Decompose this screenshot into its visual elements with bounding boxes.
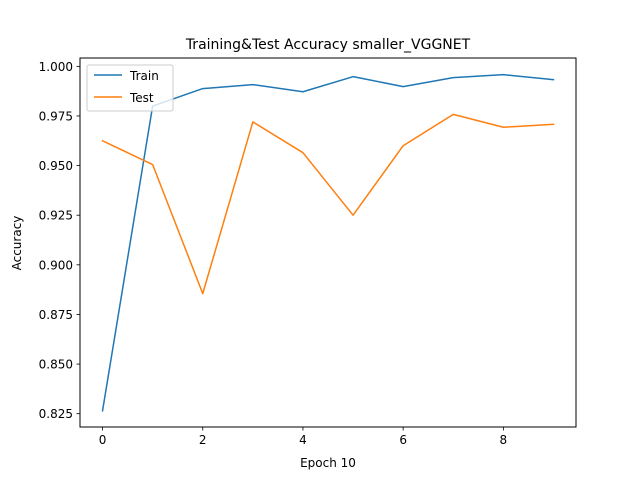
y-tick-label: 1.000 [39, 60, 73, 74]
y-axis-label: Accuracy [10, 216, 24, 271]
x-tick-label: 8 [500, 433, 508, 447]
x-tick-label: 6 [399, 433, 407, 447]
legend: Train Test [86, 64, 174, 112]
x-tick-label: 4 [299, 433, 307, 447]
x-axis-ticks: 0 2 4 6 8 [99, 427, 507, 447]
y-tick-label: 0.900 [39, 258, 73, 272]
y-axis-ticks: 0.825 0.850 0.875 0.900 0.925 0.950 0.975 1.000 [39, 60, 80, 421]
y-tick-label: 0.925 [39, 209, 73, 223]
y-tick-label: 0.950 [39, 159, 73, 173]
x-tick-label: 2 [199, 433, 207, 447]
y-tick-label: 0.850 [39, 358, 73, 372]
y-tick-label: 0.825 [39, 407, 73, 421]
series-line-test [101, 113, 555, 295]
chart-title: Training&Test Accuracy smaller_VGGNET [185, 37, 471, 53]
series-line-train [101, 73, 555, 412]
plot-lines [101, 73, 555, 412]
legend-box [86, 64, 174, 112]
axes-frame [79, 57, 577, 428]
x-axis-label: Epoch 10 [300, 456, 356, 470]
legend-label-test: Test [129, 91, 154, 105]
legend-label-train: Train [129, 69, 159, 83]
y-tick-label: 0.975 [39, 109, 73, 123]
y-tick-label: 0.875 [39, 308, 73, 322]
x-tick-label: 0 [99, 433, 107, 447]
